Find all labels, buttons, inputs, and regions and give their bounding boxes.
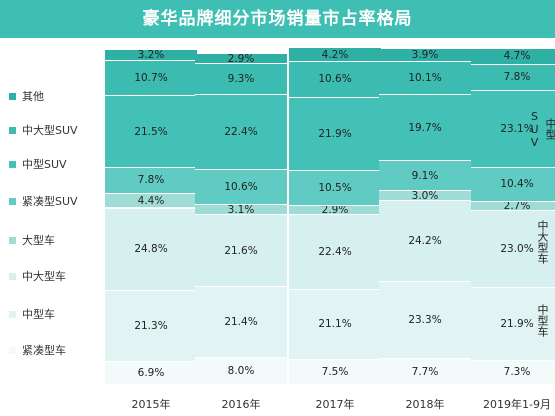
- bar-segment: 10.6%: [289, 62, 381, 98]
- bar-segment: 22.4%: [195, 94, 287, 170]
- x-tick-label: 2018年: [405, 398, 445, 411]
- bar-segment: 21.9%: [289, 97, 381, 171]
- bar-segment: 10.7%: [105, 60, 197, 97]
- right-group-label: 中型车: [536, 303, 549, 337]
- bar-segment: 10.1%: [379, 61, 471, 96]
- legend-label: 中大型SUV: [22, 124, 78, 137]
- legend-swatch: [9, 160, 16, 168]
- bar-segment: 24.8%: [105, 208, 197, 292]
- bar-segment: 4.7%: [471, 49, 555, 65]
- legend-item: 大型车: [9, 232, 55, 248]
- x-tick-label: 2019年1-9月: [483, 398, 551, 411]
- bar-segment: 2.9%: [195, 53, 287, 65]
- x-tick-label: 2015年: [131, 398, 171, 411]
- bar-segment: 4.2%: [289, 48, 381, 63]
- legend-swatch: [9, 92, 16, 100]
- legend-item: 中型车: [9, 306, 55, 322]
- bar-segment: 21.6%: [195, 215, 287, 288]
- bar-segment: 9.3%: [195, 63, 287, 95]
- bar-segment: 7.7%: [379, 359, 471, 385]
- legend-label: 紧凑型SUV: [22, 195, 78, 208]
- legend-item: 中型SUV: [9, 156, 67, 172]
- legend-swatch: [9, 197, 16, 205]
- legend-label: 紧凑型车: [22, 344, 66, 357]
- right-group-label: 中型SUV: [528, 109, 555, 149]
- bar-segment: 10.6%: [195, 169, 287, 205]
- bar-segment: 3.2%: [105, 49, 197, 61]
- legend-swatch: [9, 310, 16, 318]
- legend-label: 中型SUV: [22, 158, 67, 171]
- bar-segment: 19.7%: [379, 95, 471, 161]
- bar-segment: 23.0%: [471, 211, 555, 288]
- bar-segment: 21.9%: [471, 287, 555, 361]
- bar-segment: 3.0%: [379, 190, 471, 202]
- bar-segment: 21.5%: [105, 96, 197, 168]
- bar-segment: 3.9%: [379, 48, 471, 62]
- legend-label: 中型车: [22, 308, 55, 321]
- bar-segment: 23.1%: [471, 90, 555, 168]
- legend-item: 紧凑型车: [9, 342, 66, 358]
- bar-segment: 9.1%: [379, 160, 471, 192]
- bar-segment: 22.4%: [289, 215, 381, 290]
- bar-segment: 10.4%: [471, 167, 555, 203]
- bar-segment: 23.3%: [379, 281, 471, 360]
- x-tick-label: 2017年: [315, 398, 355, 411]
- bar-segment: 7.8%: [105, 167, 197, 194]
- legend-item: 紧凑型SUV: [9, 193, 78, 209]
- bar-segment: 3.1%: [195, 204, 287, 216]
- x-tick-label: 2016年: [221, 398, 261, 411]
- bar-segment: 7.8%: [471, 64, 555, 91]
- bar-segment: 6.9%: [105, 362, 197, 385]
- bar-segment: 2.7%: [471, 200, 555, 212]
- bar-segment: 10.5%: [289, 170, 381, 206]
- title-bar: [0, 0, 555, 38]
- bar-segment: 21.1%: [289, 289, 381, 360]
- chart-title: 豪华品牌细分市场销量市占率格局: [142, 9, 413, 29]
- bar-segment: 21.3%: [105, 291, 197, 363]
- legend-label: 大型车: [22, 234, 55, 247]
- legend-swatch: [9, 236, 16, 244]
- bar-segment: 24.2%: [379, 201, 471, 282]
- legend-item: 中大型SUV: [9, 122, 78, 138]
- right-group-label: 中大型车: [536, 220, 549, 264]
- legend-label: 中大型车: [22, 270, 66, 283]
- legend-swatch: [9, 346, 16, 354]
- legend-swatch: [9, 272, 16, 280]
- legend-label: 其他: [22, 90, 44, 103]
- legend-item: 其他: [9, 88, 44, 104]
- bar-segment: 21.4%: [195, 287, 287, 359]
- bar-segment: 8.0%: [195, 358, 287, 385]
- bar-segment: 4.4%: [105, 193, 197, 209]
- bar-segment: 7.5%: [289, 360, 381, 385]
- legend-swatch: [9, 126, 16, 134]
- legend-item: 中大型车: [9, 268, 66, 284]
- bar-segment: 7.3%: [471, 360, 555, 385]
- bar-segment: 2.9%: [289, 204, 381, 216]
